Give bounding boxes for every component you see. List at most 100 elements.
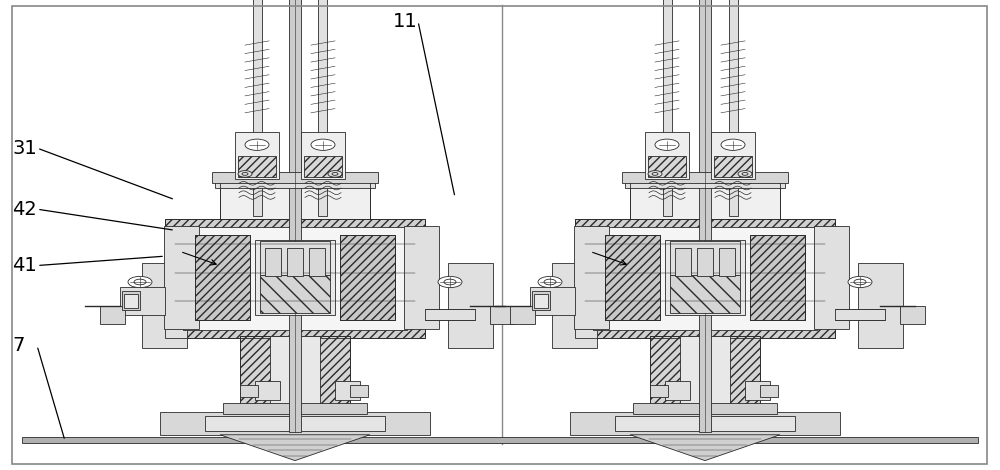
Bar xyxy=(164,226,199,329)
Circle shape xyxy=(328,171,342,177)
Bar xyxy=(350,385,368,397)
Circle shape xyxy=(311,139,335,150)
Bar xyxy=(750,235,805,320)
Bar xyxy=(404,226,439,329)
Circle shape xyxy=(128,276,152,288)
Circle shape xyxy=(444,279,456,285)
Bar xyxy=(532,291,550,310)
Bar xyxy=(205,416,385,431)
Bar xyxy=(570,412,840,435)
Bar xyxy=(309,248,325,276)
Circle shape xyxy=(655,139,679,150)
Bar xyxy=(304,156,342,177)
Bar xyxy=(662,0,672,216)
Bar xyxy=(270,336,320,404)
Bar xyxy=(448,263,493,348)
Circle shape xyxy=(544,279,556,285)
Bar xyxy=(510,306,535,324)
Bar xyxy=(593,227,817,330)
Bar xyxy=(142,263,186,348)
Bar xyxy=(680,336,730,404)
Bar xyxy=(605,235,660,320)
Circle shape xyxy=(848,276,872,288)
Bar xyxy=(240,336,350,404)
Bar xyxy=(630,183,780,219)
Text: 31: 31 xyxy=(12,139,37,157)
Bar xyxy=(645,132,689,179)
Bar xyxy=(605,235,660,320)
Bar xyxy=(697,248,713,276)
Bar xyxy=(240,385,258,397)
Bar xyxy=(255,240,335,315)
Bar xyxy=(212,172,378,183)
Polygon shape xyxy=(220,435,370,461)
Text: 41: 41 xyxy=(12,256,37,275)
Bar xyxy=(648,156,686,177)
Bar xyxy=(750,235,805,320)
Bar xyxy=(670,275,740,313)
Bar xyxy=(534,294,548,308)
Bar xyxy=(287,248,303,276)
Bar xyxy=(240,336,350,404)
Bar xyxy=(900,306,925,324)
Bar xyxy=(745,381,770,400)
Bar xyxy=(124,294,138,308)
Bar xyxy=(340,235,395,320)
Circle shape xyxy=(648,171,662,177)
Bar xyxy=(760,385,778,397)
Circle shape xyxy=(438,276,462,288)
Bar xyxy=(650,385,668,397)
Text: 42: 42 xyxy=(12,200,37,219)
Bar xyxy=(120,287,165,315)
Bar xyxy=(260,241,330,275)
Bar xyxy=(719,248,735,276)
Bar xyxy=(260,275,330,313)
Bar xyxy=(625,180,785,188)
Bar xyxy=(650,336,760,404)
Bar xyxy=(160,412,430,435)
Circle shape xyxy=(738,171,752,177)
Circle shape xyxy=(854,279,866,285)
Bar xyxy=(552,263,596,348)
Bar xyxy=(575,219,835,338)
Bar xyxy=(220,183,370,219)
Bar xyxy=(835,309,885,320)
Bar xyxy=(335,381,360,400)
Circle shape xyxy=(538,276,562,288)
Bar xyxy=(252,0,262,216)
Bar xyxy=(615,416,795,431)
Bar xyxy=(858,263,903,348)
Bar xyxy=(575,219,835,338)
Bar xyxy=(699,0,711,432)
Text: 11: 11 xyxy=(393,12,418,31)
Bar xyxy=(122,291,140,310)
Bar xyxy=(425,309,475,320)
Bar xyxy=(215,180,375,188)
Bar xyxy=(195,235,250,320)
Bar xyxy=(711,132,755,179)
Bar xyxy=(235,132,279,179)
Bar xyxy=(650,336,760,404)
Bar xyxy=(238,156,276,177)
Circle shape xyxy=(134,279,146,285)
Bar xyxy=(340,235,395,320)
Bar xyxy=(670,241,740,275)
Bar xyxy=(183,227,407,330)
Bar xyxy=(665,381,690,400)
Circle shape xyxy=(245,139,269,150)
Bar xyxy=(265,248,281,276)
Bar xyxy=(165,219,425,338)
Bar xyxy=(814,226,849,329)
Bar xyxy=(574,226,609,329)
Bar xyxy=(622,172,788,183)
Bar xyxy=(255,381,280,400)
Bar xyxy=(301,132,345,179)
Bar xyxy=(675,248,691,276)
Bar xyxy=(289,0,301,432)
Polygon shape xyxy=(630,435,780,461)
Circle shape xyxy=(238,171,252,177)
Bar xyxy=(165,219,425,338)
Bar xyxy=(22,437,978,443)
Bar xyxy=(633,403,777,414)
Bar xyxy=(195,235,250,320)
